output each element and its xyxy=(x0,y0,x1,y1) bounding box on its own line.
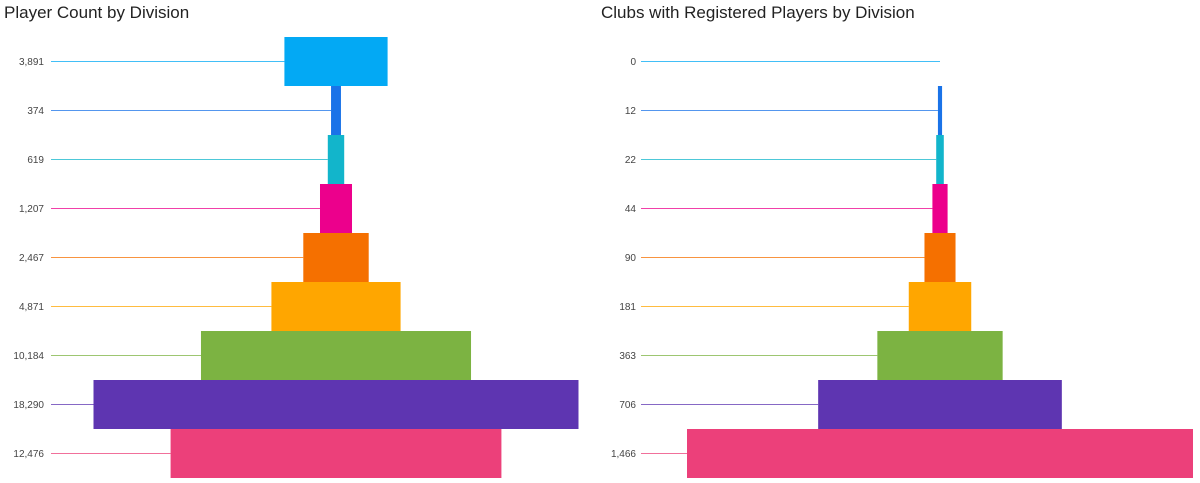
clubs-funnel-bar-1 xyxy=(937,86,943,135)
clubs-value-label-3: 44 xyxy=(625,204,637,215)
player-count-funnel-bar-2 xyxy=(327,135,345,184)
clubs-value-label-5: 181 xyxy=(619,302,636,313)
clubs-funnel-bar-2 xyxy=(936,135,944,184)
player-count-funnel-bar-8 xyxy=(170,429,502,478)
player-count-value-label-0: 3,891 xyxy=(19,57,44,68)
player-count-funnel-bar-7 xyxy=(93,380,579,429)
chart-title-clubs: Clubs with Registered Players by Divisio… xyxy=(601,3,915,22)
clubs-value-label-1: 12 xyxy=(625,106,637,117)
player-count-value-label-6: 10,184 xyxy=(13,351,44,362)
clubs-value-label-2: 22 xyxy=(625,155,637,166)
clubs-funnel-bar-7 xyxy=(818,380,1062,429)
player-count-value-label-7: 18,290 xyxy=(13,400,44,411)
player-count-value-label-2: 619 xyxy=(27,155,44,166)
player-count-funnel-bar-0 xyxy=(284,37,388,86)
clubs-funnel-bar-5 xyxy=(908,282,972,331)
clubs-funnel-bar-8 xyxy=(687,429,1193,478)
player-count-funnel-bar-6 xyxy=(200,331,472,380)
clubs-funnel-bar-6 xyxy=(877,331,1003,380)
clubs-funnel-bar-3 xyxy=(932,184,948,233)
clubs-value-label-8: 1,466 xyxy=(611,449,636,460)
player-count-funnel-bar-5 xyxy=(271,282,401,331)
player-count-value-label-4: 2,467 xyxy=(19,253,44,264)
player-count-funnel-bar-1 xyxy=(331,86,341,135)
player-count-value-label-3: 1,207 xyxy=(19,204,44,215)
clubs-value-label-6: 363 xyxy=(619,351,636,362)
chart-title-player-count: Player Count by Division xyxy=(4,3,190,22)
player-count-funnel-bar-3 xyxy=(319,184,353,233)
clubs-value-label-4: 90 xyxy=(625,253,637,264)
clubs-value-label-0: 0 xyxy=(630,57,636,68)
player-count-value-label-5: 4,871 xyxy=(19,302,44,313)
player-count-value-label-1: 374 xyxy=(27,106,44,117)
player-count-funnel-bar-4 xyxy=(303,233,369,282)
player-count-value-label-8: 12,476 xyxy=(13,449,44,460)
clubs-value-label-7: 706 xyxy=(619,400,636,411)
clubs-funnel-bar-4 xyxy=(924,233,956,282)
